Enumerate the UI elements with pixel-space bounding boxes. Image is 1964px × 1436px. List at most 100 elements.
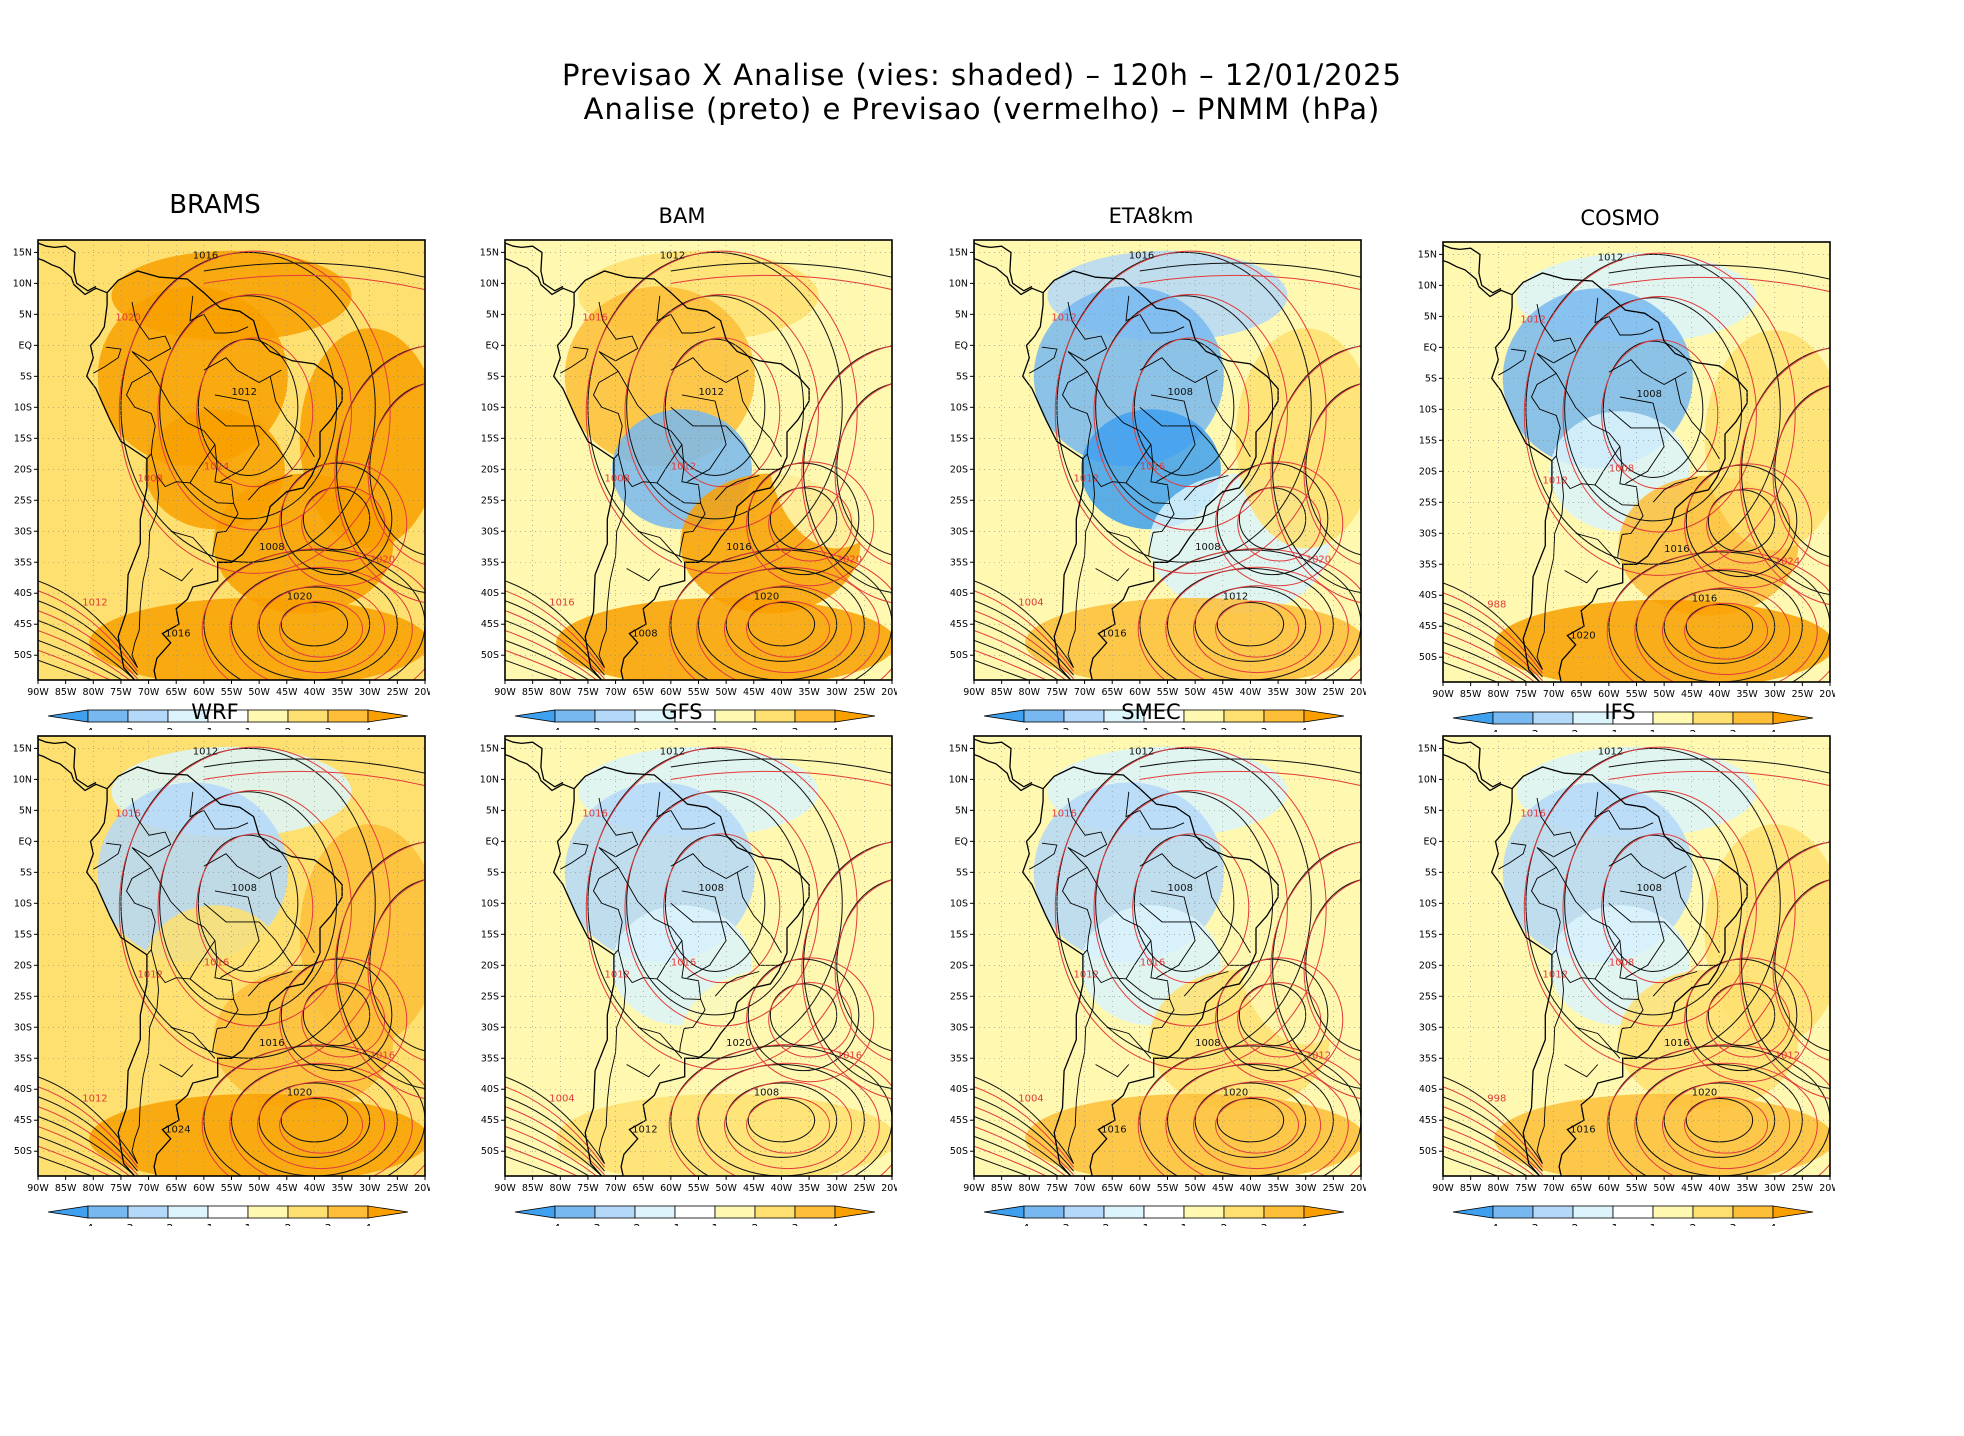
lat-tick-label: 20S [481, 960, 499, 971]
analysis-isobar [1741, 347, 1830, 595]
lon-tick-label: 25W [1323, 1183, 1345, 1194]
country-border [1652, 477, 1698, 503]
isobar-label: 1008 [699, 883, 724, 894]
forecast-isobar [746, 1096, 831, 1154]
colorbar-label: 4 [1301, 726, 1308, 730]
lat-tick-label: 15N [1418, 249, 1437, 260]
lat-tick-label: 10N [949, 774, 968, 785]
colorbar-swatch [794, 1205, 836, 1219]
colorbar-label: -4 [1488, 1222, 1499, 1226]
isobar-label: 1008 [1168, 883, 1193, 894]
lon-tick-label: 80W [550, 1183, 572, 1194]
lat-tick-label: 35S [1419, 559, 1437, 570]
country-border [1594, 978, 1639, 1000]
lon-tick-label: 50W [715, 1183, 737, 1194]
lon-tick-label: 20W [1819, 1183, 1835, 1194]
country-border [1575, 1026, 1621, 1059]
country-border [125, 867, 156, 956]
lon-tick-label: 85W [1460, 1183, 1482, 1194]
forecast-isobar [279, 1096, 364, 1154]
lat-tick-label: 10N [13, 278, 32, 289]
panel-title: IFS [1604, 700, 1636, 724]
analysis-isobar [1238, 487, 1307, 551]
analysis-isobar [836, 383, 892, 556]
colorbar-label: -3 [123, 1222, 134, 1226]
country-border [1029, 346, 1058, 374]
lat-tick-label: 5S [956, 867, 968, 878]
bias-region [1025, 597, 1361, 680]
lon-tick-label: 60W [193, 687, 215, 698]
lon-tick-label: 75W [1046, 687, 1068, 698]
isobar-label: 1016 [1140, 461, 1165, 472]
lat-tick-label: 30S [950, 1022, 968, 1033]
isobar-label: 1020 [754, 591, 779, 602]
forecast-isobar [1661, 587, 1791, 676]
lon-tick-label: 30W [359, 1183, 381, 1194]
country-border [1125, 482, 1170, 504]
lon-tick-label: 30W [826, 1183, 848, 1194]
lat-tick-label: 15S [950, 929, 968, 940]
lat-tick-label: 15S [481, 929, 499, 940]
lon-tick-label: 60W [1598, 1183, 1620, 1194]
bias-region [1704, 330, 1830, 551]
lon-tick-label: 55W [221, 687, 243, 698]
isobar-line [1443, 622, 1541, 682]
lon-tick-label: 55W [1157, 1183, 1179, 1194]
forecast-isobar [157, 790, 352, 1027]
country-border [1575, 532, 1621, 565]
colorbar-label: 3 [1730, 1222, 1737, 1226]
country-border [93, 842, 122, 870]
isobar-label: 1012 [1775, 1050, 1800, 1061]
colorbar-label: 3 [1730, 728, 1737, 732]
forecast-isobar [1165, 566, 1349, 680]
lat-tick-label: 35S [1419, 1053, 1437, 1064]
colorbar-label: 3 [792, 1222, 799, 1226]
analysis-isobar [369, 879, 425, 1052]
isobar-label: 1020 [287, 591, 312, 602]
isobar-line [974, 1135, 1059, 1176]
country-border [681, 890, 727, 979]
lon-tick-label: 60W [660, 1183, 682, 1194]
lon-tick-label: 50W [1184, 687, 1206, 698]
colorbar-label: 3 [325, 1222, 332, 1226]
lon-tick-label: 85W [991, 687, 1013, 698]
lon-tick-label: 50W [1184, 1183, 1206, 1194]
colorbar-swatch [207, 1205, 249, 1219]
colorbar-label: -3 [1528, 728, 1539, 732]
colorbar-swatch [674, 1205, 716, 1219]
isobar-line [203, 758, 425, 774]
analysis-isobar [336, 345, 425, 593]
forecast-isobar [1684, 1096, 1769, 1154]
country-border [247, 475, 293, 501]
country-border [656, 791, 716, 830]
lon-tick-label: 65W [1570, 689, 1592, 700]
colorbar-swatch [1303, 709, 1345, 723]
forecast-isobar [367, 383, 425, 566]
bias-region [1494, 599, 1830, 682]
country-border [679, 1028, 685, 1053]
country-border [1029, 842, 1058, 870]
isobar-label: 1020 [1570, 631, 1595, 642]
isobar-label: 1016 [671, 957, 696, 968]
lon-tick-label: 70W [1074, 687, 1096, 698]
country-border [159, 568, 194, 582]
lon-tick-label: 55W [1157, 687, 1179, 698]
isobar-label: 1016 [115, 809, 140, 820]
bias-region [1494, 1093, 1830, 1176]
lat-tick-label: 35S [14, 1053, 32, 1064]
lon-tick-label: 80W [83, 687, 105, 698]
lon-tick-label: 35W [1267, 687, 1289, 698]
country-border [131, 847, 239, 1029]
forecast-isobar [1606, 1044, 1830, 1176]
isobar-label: 1016 [837, 1050, 862, 1061]
colorbar-swatch [1732, 1205, 1774, 1219]
colorbar-swatch [634, 1205, 676, 1219]
country-border [1139, 853, 1218, 880]
country-border [1095, 1064, 1130, 1078]
lon-tick-label: 40W [1240, 1183, 1262, 1194]
colorbar-label: -2 [1099, 726, 1110, 730]
forecast-isobar [1303, 879, 1361, 1062]
lon-tick-label: 90W [494, 1183, 516, 1194]
colorbar-label: 2 [1221, 726, 1228, 730]
isobar-line [974, 1116, 1072, 1176]
